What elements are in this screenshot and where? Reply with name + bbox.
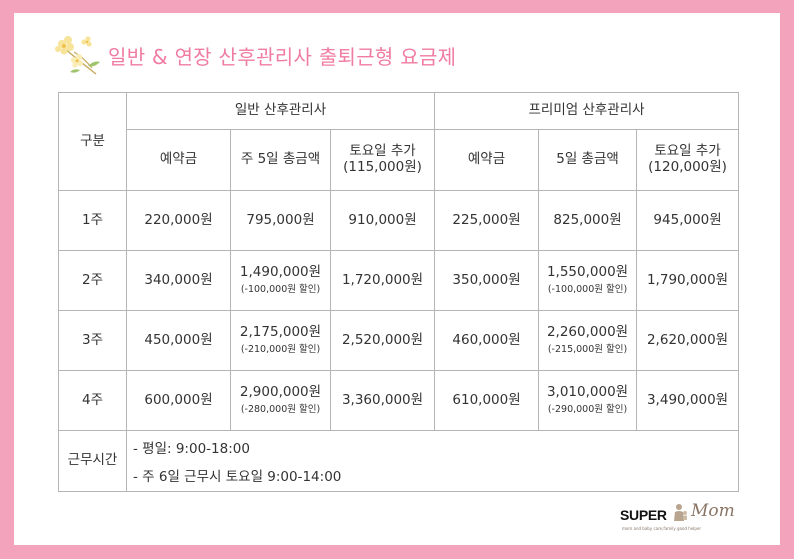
discount-note: (-280,000원 할인): [240, 403, 321, 415]
general-saturday: 2,520,000원: [329, 310, 436, 371]
col-header-saturday-label: 토요일 추가: [349, 143, 416, 160]
premium-total: 2,260,000원 (-215,000원 할인): [538, 310, 638, 371]
col-header-saturday-price: (115,000원): [343, 159, 422, 175]
discount-note: (-290,000원 할인): [547, 403, 628, 415]
col-header-saturday: 토요일 추가 (115,000원): [329, 129, 436, 191]
premium-total: 3,010,000원 (-290,000원 할인): [538, 370, 638, 431]
premium-saturday: 945,000원: [636, 190, 740, 251]
general-total: 795,000원: [230, 190, 331, 251]
table-row: 2주 340,000원 1,490,000원 (-100,000원 할인) 1,…: [58, 250, 740, 311]
general-total-value: 2,900,000원: [239, 384, 322, 401]
logo-script: Mom: [691, 501, 735, 521]
page-title: 일반 & 연장 산후관리사 출퇴근형 요금제: [108, 44, 457, 69]
discount-note: (-215,000원 할인): [547, 343, 628, 355]
working-hours-detail: - 평일: 9:00-18:00 - 주 6일 근무시 토요일 9:00-14:…: [125, 430, 740, 492]
category-header: 구분: [58, 92, 127, 191]
title-row: 일반 & 연장 산후관리사 출퇴근형 요금제: [50, 35, 456, 75]
group-header-general: 일반 산후관리사: [125, 92, 436, 130]
premium-total: 825,000원: [538, 190, 638, 251]
week-label: 4주: [58, 370, 127, 431]
premium-saturday: 3,490,000원: [636, 370, 740, 431]
premium-saturday: 1,790,000원: [636, 250, 740, 311]
discount-note: (-100,000원 할인): [240, 283, 321, 295]
premium-deposit: 610,000원: [434, 370, 540, 431]
week-label: 1주: [58, 190, 127, 251]
saturday-hours: - 주 6일 근무시 토요일 9:00-14:00: [133, 469, 342, 485]
supermom-logo: SUPER Mom mom and baby care,family good …: [620, 501, 740, 537]
group-header-premium: 프리미엄 산후관리사: [434, 92, 740, 130]
premium-deposit: 460,000원: [434, 310, 540, 371]
table-row: 1주 220,000원 795,000원 910,000원 225,000원 8…: [58, 190, 740, 251]
premium-total: 1,550,000원 (-100,000원 할인): [538, 250, 638, 311]
general-total: 2,175,000원 (-210,000원 할인): [230, 310, 331, 371]
price-card: 일반 & 연장 산후관리사 출퇴근형 요금제 구분 일반 산후관리사 프리미엄 …: [14, 13, 780, 545]
week-label: 3주: [58, 310, 127, 371]
premium-total-value: 1,550,000원: [546, 264, 629, 281]
working-hours-row: 근무시간 - 평일: 9:00-18:00 - 주 6일 근무시 토요일 9:0…: [58, 430, 740, 492]
premium-total-value: 3,010,000원: [546, 384, 629, 401]
premium-total-value: 825,000원: [553, 211, 622, 228]
premium-saturday: 2,620,000원: [636, 310, 740, 371]
logo-figure-icon: [674, 504, 687, 521]
discount-note: (-210,000원 할인): [240, 343, 321, 355]
table-subheader-row: 예약금 주 5일 총금액 토요일 추가 (115,000원) 예약금 5일 총금…: [59, 129, 740, 191]
col-header-deposit: 예약금: [126, 129, 231, 191]
general-saturday: 910,000원: [329, 190, 436, 251]
premium-total-value: 2,260,000원: [546, 324, 629, 341]
premium-deposit: 350,000원: [434, 250, 540, 311]
col-header-total: 주 5일 총금액: [230, 129, 331, 191]
col-header-deposit: 예약금: [434, 129, 540, 191]
logo-tagline: mom and baby care,family good helper: [622, 526, 702, 531]
col-header-saturday: 토요일 추가 (120,000원): [636, 129, 740, 191]
general-deposit: 450,000원: [126, 310, 231, 371]
premium-deposit: 225,000원: [434, 190, 540, 251]
col-header-saturday-price: (120,000원): [648, 159, 727, 175]
flower-icon: [55, 36, 100, 75]
general-total: 1,490,000원 (-100,000원 할인): [230, 250, 331, 311]
general-deposit: 340,000원: [126, 250, 231, 311]
general-total-value: 795,000원: [246, 211, 315, 228]
rate-table: 구분 일반 산후관리사 프리미엄 산후관리사 예약금 주 5일 총금액 토요일 …: [58, 92, 740, 492]
general-deposit: 600,000원: [126, 370, 231, 431]
general-deposit: 220,000원: [126, 190, 231, 251]
weekday-hours: - 평일: 9:00-18:00: [133, 441, 250, 458]
working-hours-label: 근무시간: [58, 430, 127, 492]
general-total-value: 2,175,000원: [239, 324, 322, 341]
general-total-value: 1,490,000원: [239, 264, 322, 281]
table-row: 3주 450,000원 2,175,000원 (-210,000원 할인) 2,…: [58, 310, 740, 371]
col-header-total: 5일 총금액: [538, 129, 638, 191]
logo-brand: SUPER: [620, 507, 667, 523]
table-row: 4주 600,000원 2,900,000원 (-280,000원 할인) 3,…: [58, 370, 740, 431]
discount-note: (-100,000원 할인): [547, 283, 628, 295]
general-total: 2,900,000원 (-280,000원 할인): [230, 370, 331, 431]
general-saturday: 1,720,000원: [329, 250, 436, 311]
table-header-row: 구분 일반 산후관리사 프리미엄 산후관리사: [58, 92, 740, 191]
general-saturday: 3,360,000원: [329, 370, 436, 431]
week-label: 2주: [58, 250, 127, 311]
col-header-saturday-label: 토요일 추가: [654, 143, 721, 160]
